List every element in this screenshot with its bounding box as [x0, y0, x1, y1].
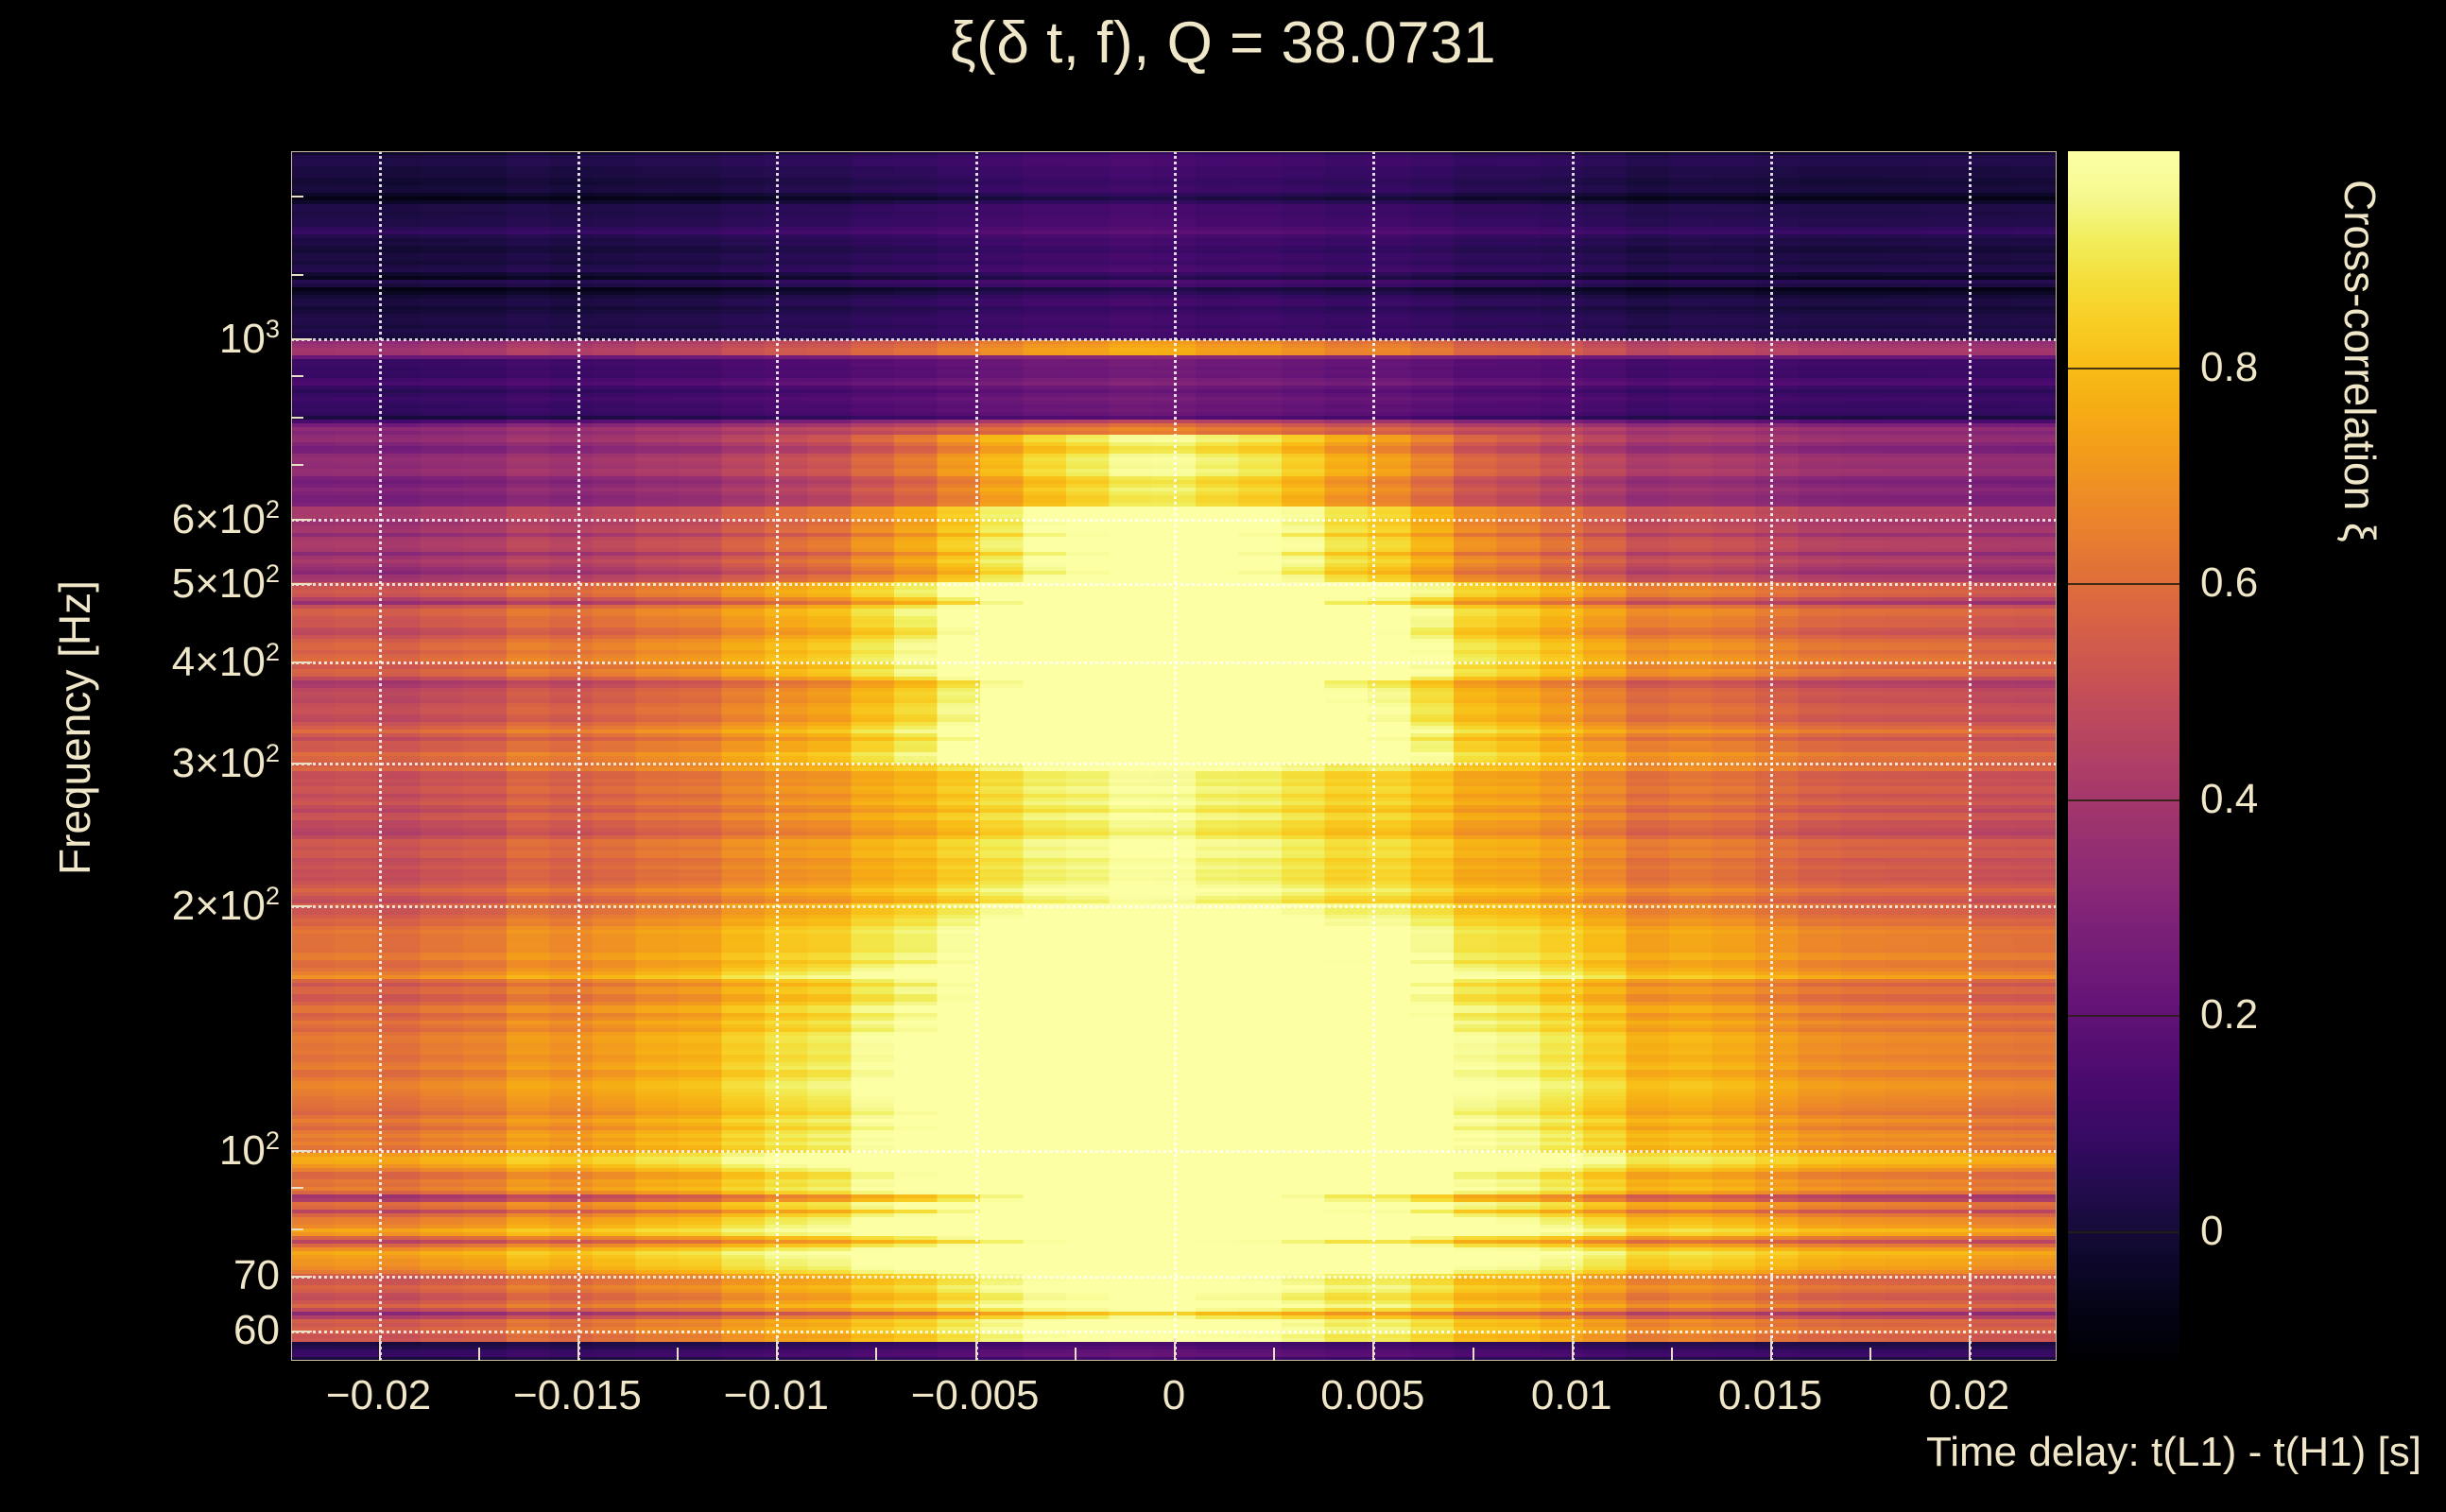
x-tick-mark — [477, 1348, 480, 1361]
x-tick-mark — [1472, 1348, 1474, 1361]
y-tick-mark — [291, 661, 312, 663]
x-tick-mark — [875, 1348, 878, 1361]
y-tick-label: 102 — [218, 1125, 280, 1174]
colorbar-tick-mark — [2068, 1015, 2179, 1018]
colorbar-tick-mark — [2068, 583, 2179, 586]
x-tick-mark — [974, 1338, 977, 1361]
y-tick-mark — [291, 1228, 303, 1231]
colorbar-tick-label: 0.8 — [2200, 343, 2259, 390]
plot-title: ξ(δ t, f), Q = 38.0731 — [949, 10, 1497, 76]
y-tick-label: 2×102 — [171, 881, 280, 930]
y-tick-label: 5×102 — [171, 558, 280, 607]
colorbar-title-text: Cross-correlation ξ — [2335, 180, 2385, 542]
x-tick-label: 0.015 — [1718, 1372, 1823, 1418]
x-tick-mark — [677, 1348, 680, 1361]
y-tick-mark — [291, 417, 303, 420]
y-tick-label: 3×102 — [171, 738, 280, 786]
y-tick-mark — [291, 375, 303, 378]
x-tick-label: −0.005 — [910, 1372, 1040, 1418]
colorbar-tick-label: 0.6 — [2200, 559, 2259, 607]
colorbar-tick-mark — [2068, 367, 2179, 369]
x-tick-mark — [1670, 1348, 1673, 1361]
y-tick-label: 60 — [233, 1306, 280, 1353]
y-tick-mark — [291, 195, 303, 198]
y-axis-title: Frequency [Hz] — [49, 151, 100, 1361]
y-axis-title-text: Frequency [Hz] — [50, 580, 99, 875]
y-tick-label: 103 — [218, 314, 280, 362]
y-tick-mark — [291, 518, 312, 521]
colorbar-tick-mark — [2068, 1230, 2179, 1233]
x-tick-mark — [1770, 1338, 1773, 1361]
x-tick-label: 0.005 — [1320, 1372, 1425, 1418]
colorbar-tick-label: 0.4 — [2200, 775, 2259, 822]
y-tick-mark — [291, 1187, 303, 1190]
y-tick-label: 6×102 — [171, 493, 280, 542]
x-tick-mark — [1571, 1338, 1574, 1361]
x-tick-mark — [1273, 1348, 1276, 1361]
colorbar-title: Cross-correlation ξ — [2334, 151, 2386, 1361]
x-tick-mark — [1074, 1348, 1077, 1361]
x-tick-mark — [1869, 1348, 1872, 1361]
y-tick-mark — [291, 1149, 312, 1152]
y-tick-mark — [291, 1276, 312, 1279]
heatmap-plot-area — [291, 151, 2057, 1361]
x-tick-label: −0.02 — [325, 1372, 432, 1418]
x-tick-mark — [1174, 1338, 1176, 1361]
x-tick-mark — [577, 1338, 579, 1361]
x-tick-label: 0.01 — [1530, 1372, 1612, 1418]
colorbar-tick-label: 0 — [2200, 1207, 2224, 1254]
x-tick-label: −0.01 — [723, 1372, 829, 1418]
x-tick-mark — [776, 1338, 779, 1361]
colorbar-tick-label: 0.2 — [2200, 991, 2259, 1039]
x-tick-mark — [1372, 1338, 1375, 1361]
y-tick-label: 70 — [233, 1252, 280, 1299]
x-tick-label: −0.015 — [513, 1372, 642, 1418]
y-tick-mark — [291, 273, 303, 276]
colorbar-tick-mark — [2068, 799, 2179, 801]
colorbar — [2068, 151, 2179, 1361]
y-tick-mark — [291, 763, 312, 765]
x-axis-title: Time delay: t(L1) - t(H1) [s] — [1925, 1429, 2421, 1475]
x-tick-label: 0 — [1162, 1372, 1186, 1418]
y-tick-mark — [291, 337, 312, 340]
y-tick-mark — [291, 905, 312, 908]
y-tick-label: 4×102 — [171, 636, 280, 685]
heatmap-image — [291, 151, 2057, 1361]
x-tick-label: 0.02 — [1928, 1372, 2010, 1418]
x-tick-mark — [1969, 1338, 1972, 1361]
y-tick-mark — [291, 582, 312, 585]
y-tick-mark — [291, 464, 303, 467]
y-tick-mark — [291, 1330, 312, 1332]
x-tick-mark — [378, 1338, 381, 1361]
